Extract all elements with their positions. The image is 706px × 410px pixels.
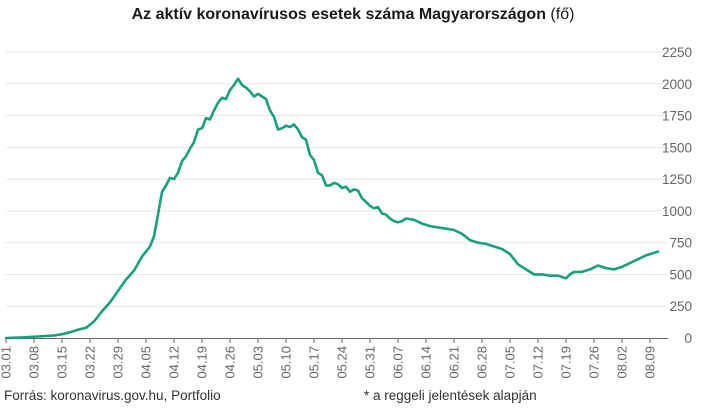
x-tick-label: 07.05 [503, 346, 518, 379]
x-tick-label: 06.14 [419, 346, 434, 379]
series-line-active-cases [4, 77, 660, 340]
x-tick-label: 05.17 [307, 346, 322, 379]
footnote: * a reggeli jelentések alapján [364, 388, 537, 403]
x-tick-label: 05.10 [279, 346, 294, 379]
chart-title: Az aktív koronavírusos esetek száma Magy… [0, 6, 706, 24]
x-tick-label: 03.29 [111, 346, 126, 379]
chart-title-unit: (fő) [550, 6, 575, 23]
gridlines [6, 51, 668, 307]
y-tick-label: 250 [669, 299, 692, 314]
y-tick-label: 1000 [662, 204, 692, 219]
x-tick-label: 05.31 [363, 346, 378, 379]
x-tick-label: 07.26 [587, 346, 602, 379]
x-tick-label: 03.22 [83, 346, 98, 379]
x-tick-label: 07.12 [531, 346, 546, 379]
y-tick-label: 2250 [662, 45, 692, 60]
source-note: Forrás: koronavirus.gov.hu, Portfolio [4, 388, 221, 403]
y-tick-label: 0 [684, 331, 692, 346]
x-tick-label: 08.02 [615, 346, 630, 379]
x-tick-label: 06.07 [391, 346, 406, 379]
x-tick-label: 04.19 [195, 346, 210, 379]
y-tick-labels: 0 250 500 750 1000 1250 1500 1750 2000 2250 [662, 45, 692, 346]
x-tick-label: 03.15 [55, 346, 70, 379]
x-tick-label: 07.19 [559, 346, 574, 379]
x-tick-label: 06.28 [475, 346, 490, 379]
y-tick-label: 1250 [662, 172, 692, 187]
y-tick-label: 750 [669, 236, 692, 251]
x-tick-label: 06.21 [447, 346, 462, 379]
x-tick-label: 03.08 [27, 346, 42, 379]
x-tick-label: 04.26 [223, 346, 238, 379]
x-tick-label: 05.24 [335, 346, 350, 379]
y-tick-label: 500 [669, 267, 692, 282]
x-tick-label: 04.05 [139, 346, 154, 379]
y-tick-label: 1500 [662, 140, 692, 155]
x-tick-label: 05.03 [251, 346, 266, 379]
y-tick-label: 1750 [662, 109, 692, 124]
x-tick-label: 04.12 [167, 346, 182, 379]
chart-title-main: Az aktív koronavírusos esetek száma Magy… [131, 6, 546, 23]
x-tick-labels: 03.01 03.08 03.15 03.22 03.29 04.05 04.12 04.19… [0, 338, 658, 379]
y-tick-label: 2000 [662, 77, 692, 92]
x-tick-label: 03.01 [0, 346, 14, 379]
x-tick-label: 08.09 [643, 346, 658, 379]
